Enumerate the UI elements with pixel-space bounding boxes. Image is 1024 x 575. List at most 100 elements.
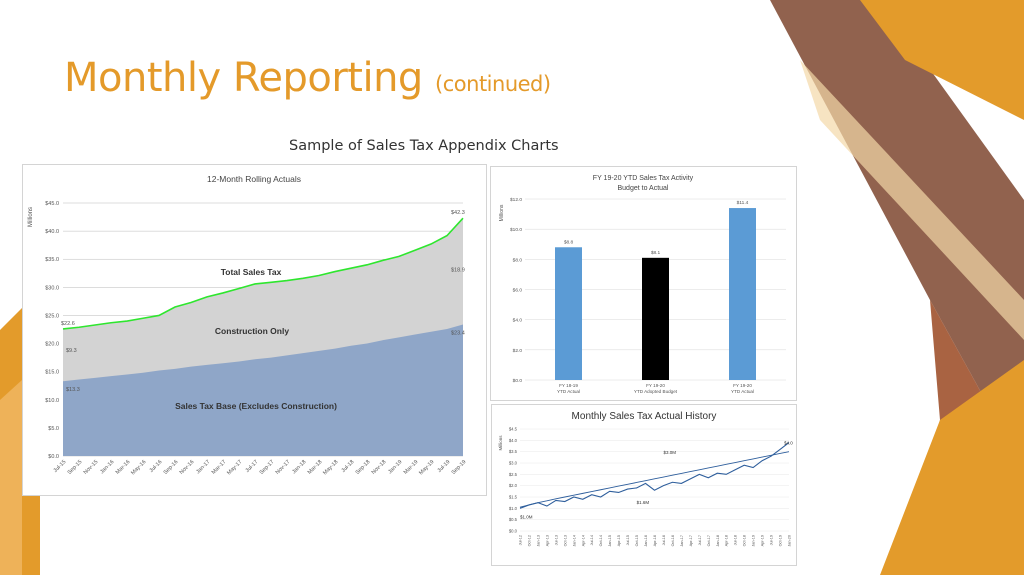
x-tick-label: Jan-18 <box>716 535 720 547</box>
x-tick-label: Oct-14 <box>599 535 603 546</box>
slide-title-sub: (continued) <box>435 72 551 96</box>
y-tick-label: $1.5 <box>509 495 518 500</box>
x-tick-label: Oct-17 <box>707 535 711 546</box>
x-tick-label: Oct-12 <box>527 535 531 546</box>
x-tick-label: Jan-14 <box>572 535 576 547</box>
chart2-ylabel: Millions <box>499 204 505 221</box>
data-label-base-start: $13.3 <box>66 387 80 393</box>
monthly-history-chart-panel: Monthly Sales Tax Actual History Million… <box>491 404 797 566</box>
x-tick-label: FY 19-20 <box>646 383 665 388</box>
x-tick-label: Jul-15 <box>53 459 68 474</box>
x-tick-label: YTD Actual <box>557 389 580 394</box>
data-label-construction-start: $9.3 <box>66 348 77 354</box>
ytd-activity-chart: FY 19-20 YTD Sales Tax Activity Budget t… <box>499 175 786 394</box>
x-tick-label: Sep-16 <box>163 459 180 476</box>
x-tick-label: Nov-18 <box>371 459 388 476</box>
y-tick-label: $45.0 <box>45 201 59 207</box>
x-tick-label: Oct-16 <box>671 535 675 546</box>
x-tick-label: Jul-16 <box>662 535 666 545</box>
bar <box>642 257 669 380</box>
y-tick-label: $4.0 <box>513 318 523 324</box>
chart2-title: FY 19-20 YTD Sales Tax Activity <box>593 175 694 182</box>
x-tick-label: Jul-19 <box>437 459 452 474</box>
x-tick-label: Jul-16 <box>149 459 164 474</box>
region-label-base: Sales Tax Base (Excludes Construction) <box>175 401 337 411</box>
total-sales-tax-line <box>62 217 464 330</box>
x-tick-label: Nov-17 <box>275 459 292 476</box>
x-tick-label: Jul-19 <box>770 535 774 545</box>
data-label: $1.6M <box>637 500 650 505</box>
x-tick-label: Apr-18 <box>725 535 729 546</box>
x-tick-label: May-18 <box>322 459 339 476</box>
bar-value-label: $8.1 <box>651 250 661 256</box>
bar <box>729 208 756 380</box>
y-tick-label: $0.0 <box>48 454 59 460</box>
x-tick-label: Apr-15 <box>617 535 621 546</box>
x-tick-label: Jan-18 <box>291 459 307 475</box>
bar-value-label: $11.4 <box>737 200 749 206</box>
rolling-actuals-chart-panel: 12-Month Rolling Actuals Millions $0.0 $5… <box>22 164 487 496</box>
x-tick-label: Jul-18 <box>341 459 356 474</box>
x-tick-label: Apr-13 <box>545 535 549 546</box>
data-label-end: $4.0 <box>784 441 793 446</box>
x-tick-label: Jan-15 <box>608 535 612 547</box>
x-tick-label: Jul-18 <box>734 535 738 545</box>
y-tick-label: $15.0 <box>45 370 59 376</box>
x-tick-label: Jan-19 <box>387 459 403 475</box>
x-tick-label: Apr-14 <box>581 535 585 546</box>
x-tick-label: Oct-18 <box>743 535 747 546</box>
y-tick-label: $8.0 <box>513 257 523 263</box>
x-tick-label: YTD Adopted Budget <box>634 389 678 394</box>
x-tick-label: May-16 <box>130 459 147 476</box>
ytd-activity-chart-panel: FY 19-20 YTD Sales Tax Activity Budget t… <box>490 166 797 401</box>
y-tick-label: $0.5 <box>509 517 518 522</box>
x-tick-label: Oct-19 <box>779 535 783 546</box>
x-tick-label: FY 18-19 <box>559 383 578 388</box>
base-area <box>63 324 463 456</box>
x-tick-label: Jul-13 <box>554 535 558 545</box>
y-tick-label: $20.0 <box>45 342 59 348</box>
x-tick-label: Jan-16 <box>99 459 115 475</box>
region-label-total: Total Sales Tax <box>221 267 282 277</box>
y-tick-label: $4.5 <box>509 427 518 432</box>
x-tick-label: Mar-16 <box>115 459 132 476</box>
x-tick-label: Jul-17 <box>698 535 702 545</box>
x-tick-label: May-19 <box>418 459 435 476</box>
data-label-construction-end: $18.9 <box>451 268 465 274</box>
x-tick-label: FY 19-20 <box>733 383 752 388</box>
data-label: $3.0M <box>663 450 676 455</box>
y-tick-label: $25.0 <box>45 313 59 319</box>
x-tick-label: Sep-18 <box>355 459 372 476</box>
chart2-subtitle: Budget to Actual <box>618 185 669 192</box>
region-label-construction: Construction Only <box>215 326 289 336</box>
y-tick-label: $0.0 <box>513 378 523 384</box>
y-tick-label: $2.0 <box>513 348 523 354</box>
x-tick-label: Nov-16 <box>179 459 196 476</box>
x-tick-label: Mar-18 <box>307 459 324 476</box>
y-tick-label: $2.5 <box>509 472 518 477</box>
slide-title: Monthly Reporting (continued) <box>64 55 551 101</box>
x-tick-label: Mar-17 <box>211 459 228 476</box>
x-tick-label: Oct-13 <box>563 535 567 546</box>
x-tick-label: Oct-15 <box>635 535 639 546</box>
y-tick-label: $10.0 <box>45 398 59 404</box>
chart1-ylabel: Millions <box>28 207 34 227</box>
x-tick-label: Apr-19 <box>761 535 765 546</box>
monthly-history-chart: Monthly Sales Tax Actual History Million… <box>498 411 793 547</box>
x-tick-label: Jul-12 <box>519 535 523 545</box>
x-tick-label: Jan-17 <box>195 459 211 475</box>
bar <box>555 247 582 380</box>
chart1-title: 12-Month Rolling Actuals <box>207 174 301 184</box>
x-tick-label: Jan-20 <box>788 535 792 547</box>
x-tick-label: Jul-17 <box>245 459 260 474</box>
x-tick-label: Sep-15 <box>67 459 84 476</box>
slide-caption: Sample of Sales Tax Appendix Charts <box>289 138 559 154</box>
data-label-start: $1.0M <box>520 515 533 520</box>
x-tick-label: Jan-16 <box>644 535 648 547</box>
y-tick-label: $40.0 <box>45 229 59 235</box>
y-tick-label: $35.0 <box>45 257 59 263</box>
x-tick-label: Apr-17 <box>689 535 693 546</box>
chart3-title: Monthly Sales Tax Actual History <box>572 411 717 422</box>
monthly-sales-tax-line <box>519 442 790 509</box>
data-label-total-end: $42.3 <box>451 210 465 216</box>
